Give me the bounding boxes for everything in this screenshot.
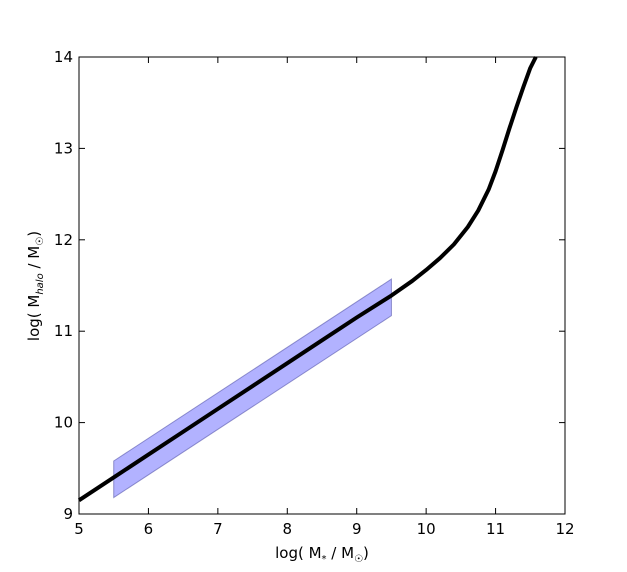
y-tick-label: 11 <box>54 322 73 340</box>
x-axis-label: log( M* / M☉) <box>275 544 369 565</box>
tick-layer: 5 6 7 8 9 10 11 12 9 10 11 12 13 14 <box>54 48 575 538</box>
y-tick-label: 13 <box>54 139 73 157</box>
y-tick-label: 12 <box>54 231 73 249</box>
x-tick-label: 7 <box>213 520 223 538</box>
y-tick-label: 9 <box>63 505 73 523</box>
x-tick-label: 10 <box>417 520 436 538</box>
x-tick-label: 11 <box>486 520 505 538</box>
x-axis-label-pre: log( M <box>275 544 321 562</box>
x-axis-label-sub: * <box>322 554 327 565</box>
y-axis-label: log( Mhalo / M☉) <box>25 231 46 341</box>
plot-frame <box>78 56 566 515</box>
x-axis-label-close: ) <box>363 544 369 562</box>
x-tick-label: 5 <box>74 520 84 538</box>
x-axis-label-post: / M <box>327 544 355 562</box>
y-tick-label: 10 <box>54 414 73 432</box>
x-axis-label-sun: ☉ <box>354 554 363 565</box>
x-tick-label: 12 <box>555 520 574 538</box>
y-axis-label-sub: halo <box>35 273 46 294</box>
y-axis-label-pre: log( M <box>25 295 43 341</box>
x-tick-label: 8 <box>283 520 293 538</box>
line-layer <box>77 56 538 502</box>
y-tick-label: 14 <box>54 48 73 66</box>
x-tick-label: 6 <box>144 520 154 538</box>
series-line <box>77 56 538 502</box>
y-axis-label-sun: ☉ <box>35 237 46 246</box>
y-axis-label-close: ) <box>25 231 43 237</box>
x-tick-label: 9 <box>352 520 362 538</box>
y-axis-label-post: / M <box>25 246 43 274</box>
